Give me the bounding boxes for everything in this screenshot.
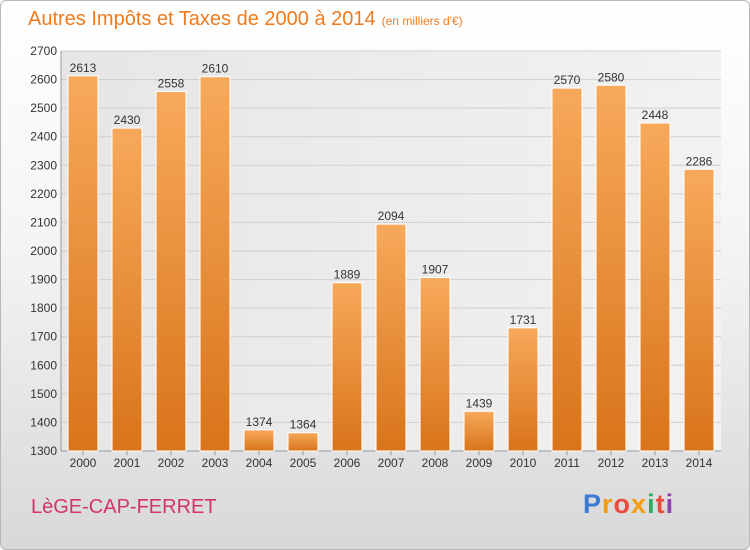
x-tick-label: 2002 [158, 456, 185, 470]
data-label: 2558 [158, 77, 185, 91]
data-label: 2094 [378, 209, 405, 223]
logo-letter: x [631, 489, 648, 519]
logo-letter: i [665, 489, 675, 519]
bar-2003 [199, 76, 231, 452]
bar-2010 [507, 327, 539, 452]
bar-2002 [155, 91, 187, 452]
x-tick-label: 2014 [686, 456, 713, 470]
bar-2009 [463, 410, 495, 452]
bar-2006 [331, 282, 363, 452]
y-tick-label: 2200 [30, 187, 57, 201]
x-tick-label: 2007 [378, 456, 405, 470]
data-label: 1731 [510, 313, 537, 327]
commune-name: LèGE-CAP-FERRET [31, 496, 217, 518]
data-label: 1374 [246, 415, 273, 429]
data-label: 2448 [642, 108, 669, 122]
data-label: 2613 [70, 61, 97, 75]
bar-2004 [243, 429, 275, 452]
bar-2013 [639, 122, 671, 452]
x-tick-label: 2000 [70, 456, 97, 470]
y-tick-label: 2400 [30, 130, 57, 144]
y-tick-label: 2700 [30, 44, 57, 58]
y-tick-label: 1700 [30, 330, 57, 344]
chart-title: Autres Impôts et Taxes de 2000 à 2014 (en… [28, 8, 463, 31]
y-tick-label: 1500 [30, 387, 57, 401]
x-tick-label: 2008 [422, 456, 449, 470]
y-tick-label: 2100 [30, 215, 57, 229]
data-label: 1889 [334, 268, 361, 282]
logo-letter: t [655, 489, 666, 519]
data-label: 1439 [466, 396, 493, 410]
bar-2000 [67, 75, 99, 452]
x-tick-label: 2004 [246, 456, 273, 470]
y-tick-label: 2500 [30, 101, 57, 115]
y-tick-label: 1300 [30, 444, 57, 458]
data-label: 2286 [686, 154, 713, 168]
x-tick-label: 2012 [598, 456, 625, 470]
chart-title-unit: (en milliers d'€) [381, 14, 463, 28]
data-label: 2610 [202, 62, 229, 76]
x-tick-label: 2009 [466, 456, 493, 470]
logo-letter: P [583, 489, 603, 519]
bar-2014 [683, 168, 715, 452]
bar-2012 [595, 84, 627, 452]
y-tick-label: 2000 [30, 244, 57, 258]
y-tick-label: 2600 [30, 73, 57, 87]
data-label: 2580 [598, 70, 625, 84]
data-label: 1364 [290, 418, 317, 432]
y-tick-label: 2300 [30, 158, 57, 172]
logo-letter: o [613, 489, 632, 519]
proxiti-logo: Proxiti [583, 489, 674, 520]
x-tick-label: 2006 [334, 456, 361, 470]
y-tick-label: 1400 [30, 415, 57, 429]
x-tick-label: 2003 [202, 456, 229, 470]
y-tick-label: 1600 [30, 358, 57, 372]
x-tick-label: 2010 [510, 456, 537, 470]
data-label: 2570 [554, 73, 581, 87]
x-tick-label: 2001 [114, 456, 141, 470]
x-tick-label: 2013 [642, 456, 669, 470]
x-tick-label: 2005 [290, 456, 317, 470]
chart-title-main: Autres Impôts et Taxes de 2000 à 2014 [28, 8, 376, 30]
bar-2007 [375, 223, 407, 452]
bar-2011 [551, 87, 583, 452]
data-label: 1907 [422, 263, 449, 277]
bar-2005 [287, 432, 319, 452]
logo-letter: i [647, 489, 656, 519]
bar-2008 [419, 277, 451, 452]
y-tick-label: 1800 [30, 301, 57, 315]
logo-letter: r [602, 489, 614, 519]
data-label: 2430 [114, 113, 141, 127]
x-tick-label: 2011 [554, 456, 580, 470]
y-tick-label: 1900 [30, 273, 57, 287]
bar-2001 [111, 127, 143, 452]
